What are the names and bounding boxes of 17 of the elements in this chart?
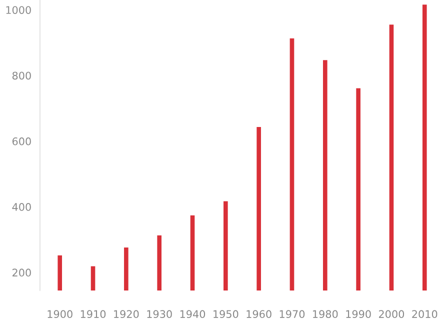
x-tick-label: 2000 bbox=[378, 310, 404, 318]
x-tick-label: 1930 bbox=[147, 310, 172, 318]
x-tick-label: 2010 bbox=[412, 310, 438, 318]
y-tick-label: 400 bbox=[12, 203, 31, 211]
y-tick-label: 1000 bbox=[6, 6, 31, 14]
x-tick-label: 1970 bbox=[280, 310, 305, 318]
y-tick-label: 200 bbox=[12, 268, 31, 277]
y-tick-label: 800 bbox=[12, 72, 31, 80]
x-tick-label: 1910 bbox=[80, 310, 106, 318]
x-tick-label: 1940 bbox=[180, 310, 206, 318]
x-tick-label: 1920 bbox=[114, 310, 139, 318]
x-tick-label: 1980 bbox=[313, 310, 338, 318]
x-tick-label: 1990 bbox=[346, 310, 371, 318]
x-tick-label: 1960 bbox=[246, 310, 272, 318]
x-tick-label: 1950 bbox=[214, 310, 238, 318]
y-tick-label: 600 bbox=[12, 137, 31, 146]
x-tick-label: 1900 bbox=[48, 310, 72, 318]
